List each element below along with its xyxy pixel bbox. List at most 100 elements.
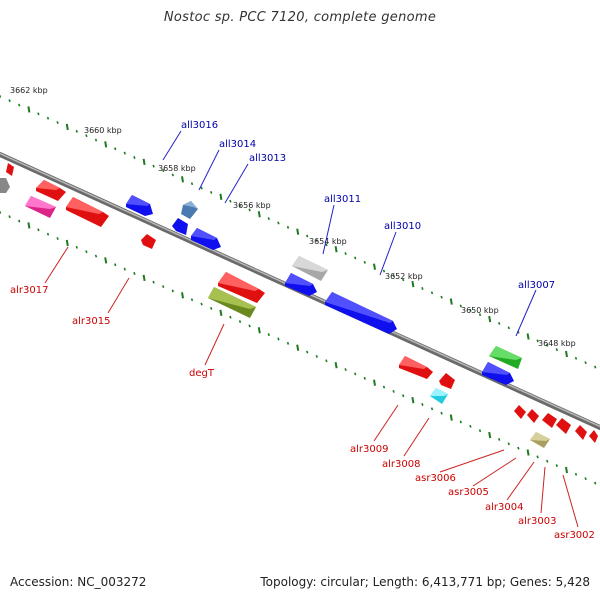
gene-label-alr3015[interactable]: alr3015 [72, 316, 110, 327]
minor-tick [46, 116, 50, 120]
leader-line-alr3004 [506, 461, 535, 501]
minor-tick [315, 239, 318, 242]
leader-line-all3014 [198, 149, 220, 191]
gene-arrow[interactable] [482, 362, 510, 375]
major-tick [526, 449, 530, 456]
gene-arrow[interactable] [183, 201, 198, 209]
minor-tick [229, 315, 232, 319]
minor-tick [267, 217, 270, 221]
major-tick [411, 280, 415, 288]
gene-arrow-asr3002[interactable] [575, 425, 587, 440]
leader-line-asr3006 [439, 449, 505, 473]
gene-arrow[interactable] [0, 178, 10, 193]
gene-label-all3007[interactable]: all3007 [518, 280, 555, 291]
gene-arrow[interactable] [66, 197, 103, 214]
gene-arrow[interactable] [208, 287, 256, 309]
minor-tick [229, 199, 232, 203]
gene-arrow[interactable] [489, 346, 522, 360]
gene-arrow-alr3004[interactable] [542, 413, 557, 428]
minor-tick [354, 256, 357, 260]
gene-label-asr3002[interactable]: asr3002 [554, 530, 595, 541]
gene-arrow[interactable] [399, 356, 427, 369]
gene-label-all3014[interactable]: all3014 [219, 139, 256, 150]
gene-arrow[interactable] [6, 163, 14, 176]
minor-tick [344, 368, 347, 372]
gene-label-all3010[interactable]: all3010 [384, 221, 421, 232]
minor-tick [498, 321, 501, 325]
minor-tick [584, 477, 587, 481]
leader-line-all3016 [162, 130, 182, 161]
minor-tick [210, 306, 213, 310]
leader-line-alr3003 [540, 466, 546, 514]
leader-line-all3010 [379, 231, 397, 276]
major-tick [411, 396, 415, 404]
minor-tick [517, 446, 520, 450]
minor-tick [75, 129, 78, 133]
minor-tick [85, 250, 88, 254]
minor-tick [277, 221, 280, 225]
minor-tick [286, 225, 290, 229]
gene-arrow[interactable] [556, 418, 571, 434]
minor-tick [123, 267, 126, 271]
leader-line-all3007 [515, 289, 537, 337]
gene-label-all3016[interactable]: all3016 [181, 120, 218, 131]
minor-tick [574, 472, 578, 476]
gene-label-alr3004[interactable]: alr3004 [485, 502, 523, 513]
minor-tick [382, 385, 386, 389]
minor-tick [85, 134, 88, 138]
minor-tick [325, 243, 328, 247]
gene-label-degT[interactable]: degT [189, 368, 215, 379]
scale-label: 3654 kbp [309, 237, 347, 246]
scale-ticks-lower [0, 210, 597, 485]
major-tick [181, 176, 184, 183]
gene-arrow-asr3006[interactable] [514, 405, 526, 419]
minor-tick [382, 269, 386, 273]
gene-arrow[interactable] [285, 273, 313, 286]
major-tick [565, 350, 568, 358]
minor-tick [56, 237, 59, 241]
leader-line-all3013 [224, 163, 249, 204]
gene-arrow[interactable] [25, 196, 56, 209]
minor-tick [421, 403, 424, 406]
gene-label-alr3009[interactable]: alr3009 [350, 444, 388, 455]
minor-tick [94, 254, 98, 258]
gene-arrow-all3014[interactable] [172, 218, 188, 235]
gene-arrow[interactable] [126, 195, 150, 206]
major-tick [65, 123, 69, 131]
major-tick [373, 379, 376, 386]
gene-label-asr3005[interactable]: asr3005 [448, 487, 489, 498]
gene-label-alr3008[interactable]: alr3008 [382, 459, 420, 470]
gene-label-asr3006[interactable]: asr3006 [415, 473, 456, 484]
minor-tick [469, 308, 472, 312]
minor-tick [277, 337, 280, 341]
gene-label-all3011[interactable]: all3011 [324, 194, 361, 205]
major-tick [526, 333, 530, 340]
minor-tick [152, 280, 155, 284]
gene-arrow[interactable] [36, 180, 60, 190]
major-tick [142, 274, 146, 282]
major-tick [488, 315, 492, 323]
gene-arrow[interactable] [141, 234, 156, 249]
minor-tick [440, 411, 443, 415]
minor-tick [248, 324, 251, 328]
gene-label-all3013[interactable]: all3013 [249, 153, 286, 164]
minor-tick [18, 219, 21, 223]
gene-arrow[interactable] [530, 432, 550, 441]
gene-arrow[interactable] [589, 430, 598, 443]
gene-arrow-asr3005[interactable] [527, 409, 539, 423]
minor-tick [114, 263, 117, 267]
gene-arrow[interactable] [292, 256, 328, 272]
minor-tick [133, 272, 136, 275]
gene-arrow[interactable] [191, 228, 217, 240]
minor-tick [267, 333, 270, 337]
minor-tick [37, 112, 40, 116]
gene-label-alr3017[interactable]: alr3017 [10, 285, 48, 296]
gene-arrow[interactable] [430, 388, 448, 396]
gene-arrow[interactable] [325, 292, 393, 323]
major-tick [449, 298, 453, 305]
gene-label-alr3003[interactable]: alr3003 [518, 516, 556, 527]
gene-arrow[interactable] [439, 373, 455, 389]
minor-tick [536, 455, 539, 459]
gene-arrow[interactable] [218, 272, 259, 291]
